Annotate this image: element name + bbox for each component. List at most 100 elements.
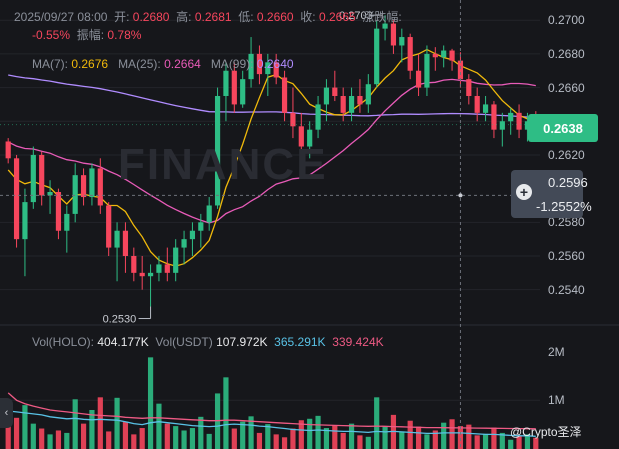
candle-body bbox=[248, 53, 254, 80]
ma7-value: 0.2676 bbox=[71, 57, 109, 71]
volume-bar bbox=[298, 420, 304, 449]
volume-bar bbox=[348, 423, 355, 449]
watermark-text: FINANCE bbox=[118, 140, 328, 189]
low-label: 低: bbox=[238, 10, 254, 24]
candle-body bbox=[524, 121, 531, 130]
volume-bar bbox=[466, 424, 472, 449]
candle-body bbox=[39, 154, 45, 196]
ohlc-header: 2025/09/27 08:00 开: 0.2680 高: 0.2681 低: … bbox=[14, 10, 402, 24]
candle-body bbox=[55, 192, 62, 231]
volume-bar bbox=[248, 416, 254, 449]
volume-bar bbox=[164, 423, 170, 449]
candle-body bbox=[164, 264, 170, 273]
candle-body bbox=[466, 79, 472, 96]
volume-bar bbox=[374, 397, 380, 449]
candle-body bbox=[516, 112, 522, 130]
vol-usdt-label: Vol(USDT) bbox=[155, 335, 213, 349]
candle-body bbox=[97, 168, 103, 206]
volume-bar bbox=[106, 431, 112, 449]
candle-body bbox=[307, 129, 313, 147]
candle-body bbox=[382, 23, 388, 29]
volume-ma-b-line bbox=[7, 392, 536, 430]
candle-body bbox=[240, 79, 246, 105]
volume-bar bbox=[407, 420, 413, 449]
candle-body bbox=[173, 247, 179, 273]
volume-bar bbox=[307, 418, 313, 449]
volume-bar bbox=[290, 428, 296, 449]
candle-body bbox=[415, 70, 422, 88]
collapse-handle-icon[interactable]: ‹ bbox=[0, 398, 13, 428]
candle-body bbox=[147, 272, 154, 277]
candle-body bbox=[357, 96, 363, 105]
change-label: 涨跌幅: bbox=[362, 10, 402, 24]
candle-body bbox=[214, 96, 221, 206]
candle-body bbox=[374, 28, 380, 85]
candle-body bbox=[499, 121, 505, 130]
low-annotation: 0.2530 bbox=[103, 314, 137, 326]
candle-body bbox=[256, 53, 263, 75]
date-text: 2025/09/27 08:00 bbox=[14, 10, 108, 24]
candle-body bbox=[265, 62, 271, 75]
crosshair-change: -1.2552% bbox=[536, 199, 592, 214]
volume-bar bbox=[323, 428, 330, 449]
volume-bar bbox=[206, 433, 212, 449]
candle-body bbox=[474, 96, 480, 113]
volume-bar bbox=[114, 397, 120, 449]
price-tick-label: 0.2680 bbox=[548, 46, 585, 61]
volume-bar bbox=[281, 437, 288, 449]
volume-bar bbox=[533, 437, 539, 449]
volume-bar bbox=[13, 417, 20, 449]
high-value: 0.2681 bbox=[194, 10, 232, 24]
candle-body bbox=[13, 158, 20, 240]
candle-body bbox=[399, 37, 405, 46]
crosshair bbox=[0, 0, 528, 449]
candle-body bbox=[181, 239, 187, 248]
volume-bar bbox=[382, 426, 388, 449]
volume-bar bbox=[357, 435, 363, 449]
volume-bar bbox=[491, 427, 497, 449]
candles-group bbox=[5, 15, 539, 307]
candle-body bbox=[231, 70, 237, 105]
candle-body bbox=[80, 175, 87, 198]
volume-tick-label: 1M bbox=[548, 393, 565, 408]
candle-body bbox=[131, 256, 137, 273]
candle-body bbox=[106, 205, 112, 248]
price-tick-label: 0.2620 bbox=[548, 147, 585, 162]
close-label: 收: bbox=[300, 10, 316, 24]
credit-text: @Crypto圣泽 bbox=[510, 425, 582, 439]
ma7-polyline bbox=[7, 48, 536, 267]
ma99-label: MA(99): bbox=[210, 57, 254, 71]
volume-bar bbox=[97, 397, 103, 449]
volume-bar bbox=[80, 423, 87, 449]
vol-holo-value: 404.177K bbox=[97, 335, 149, 349]
volume-bar bbox=[508, 439, 514, 449]
candle-body bbox=[223, 70, 229, 96]
candle-body bbox=[206, 205, 212, 223]
volume-bar bbox=[47, 434, 53, 449]
volume-bar bbox=[441, 422, 447, 449]
candle-body bbox=[407, 37, 413, 71]
add-order-icon[interactable]: + bbox=[516, 184, 532, 200]
candle-body bbox=[189, 230, 196, 240]
ohlc-header-line2: -0.55% 振幅: 0.78% bbox=[32, 28, 141, 42]
volume-bar bbox=[64, 432, 70, 449]
volume-bar bbox=[240, 421, 246, 449]
candle-body bbox=[390, 23, 397, 46]
volume-bar bbox=[30, 423, 36, 449]
candle-body bbox=[89, 168, 95, 198]
ma7-label: MA(7): bbox=[32, 57, 68, 71]
volume-bar bbox=[147, 357, 154, 449]
candle-body bbox=[198, 222, 204, 231]
annotations: 0.2703 0.2530 bbox=[103, 10, 384, 326]
candle-body bbox=[332, 87, 338, 96]
candle-body bbox=[5, 141, 11, 159]
change-value: -0.55% bbox=[32, 28, 71, 42]
volume-bar bbox=[474, 435, 480, 449]
volume-bar bbox=[198, 416, 204, 449]
volume-bar bbox=[457, 426, 464, 449]
candle-body bbox=[47, 192, 53, 196]
ma25-line bbox=[7, 78, 536, 224]
price-tick-label: 0.2580 bbox=[548, 215, 585, 230]
volume-bar bbox=[499, 432, 505, 449]
